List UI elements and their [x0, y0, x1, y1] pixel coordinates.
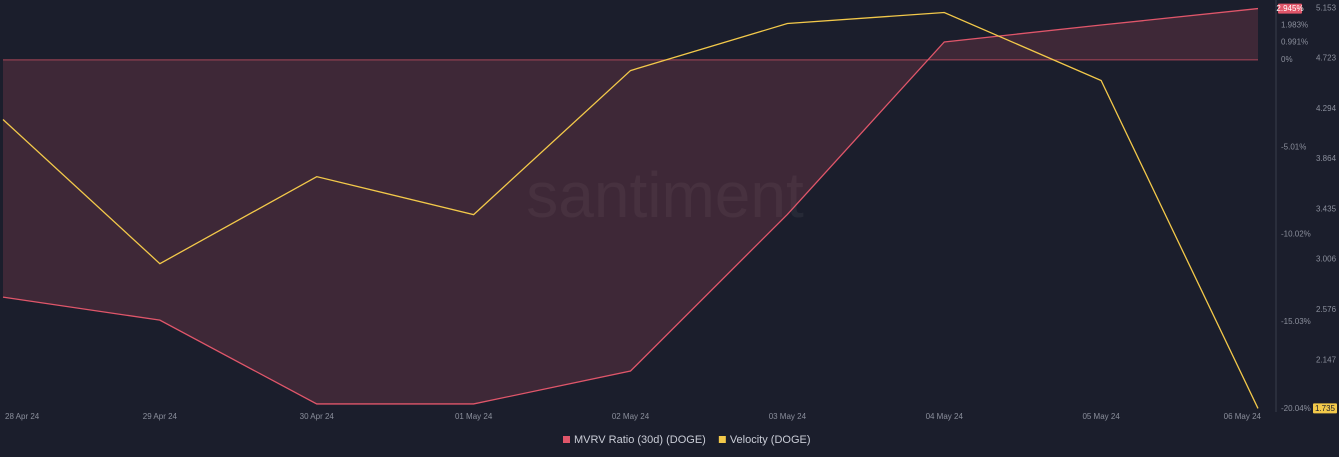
x-tick-label: 29 Apr 24 — [143, 412, 178, 421]
y2-tick-label: 4.294 — [1316, 104, 1337, 113]
y2-tick-label: 2.147 — [1316, 355, 1337, 364]
line — [2, 7, 1259, 405]
x-tick-label: 04 May 24 — [926, 412, 964, 421]
x-tick-label: 02 May 24 — [612, 412, 650, 421]
y2-tick-label: 2.576 — [1316, 305, 1337, 314]
legend-label: Velocity (DOGE) — [730, 434, 811, 446]
x-tick-label: 06 May 24 — [1224, 412, 1262, 421]
y-tick-label: 0% — [1281, 55, 1293, 64]
y-tick-label: -20.04% — [1281, 404, 1311, 413]
y-tick-label: 0.991% — [1281, 38, 1308, 47]
legend-label: MVRV Ratio (30d) (DOGE) — [574, 434, 706, 446]
area — [3, 8, 1258, 404]
watermark: santiment — [526, 159, 804, 231]
y-tick-label: -10.02% — [1281, 230, 1311, 239]
x-tick-label: 03 May 24 — [769, 412, 807, 421]
y2-tick-label: 5.153 — [1316, 3, 1337, 12]
legend: MVRV Ratio (30d) (DOGE) Velocity (DOGE) — [563, 434, 811, 446]
legend-swatch — [718, 436, 726, 443]
value-badge — [1313, 403, 1337, 414]
x-tick-label: 30 Apr 24 — [300, 412, 335, 421]
legend-swatch — [563, 436, 570, 443]
y-tick-label: -15.03% — [1281, 317, 1311, 326]
x-tick-label: 01 May 24 — [455, 412, 493, 421]
x-tick-label: 05 May 24 — [1082, 412, 1120, 421]
x-tick-label: 28 Apr 24 — [5, 412, 40, 421]
y2-tick-label: 3.006 — [1316, 255, 1337, 264]
y2-tick-label: 4.723 — [1316, 54, 1337, 63]
y-tick-label: -5.01% — [1281, 142, 1306, 151]
value-label: 2.945% — [1276, 4, 1303, 13]
y2-tick-label: 3.435 — [1316, 204, 1337, 213]
value-badge — [1278, 3, 1302, 14]
line — [2, 11, 1259, 409]
y-tick-label: 1.983% — [1281, 20, 1308, 29]
y2-tick-label: 3.864 — [1316, 154, 1337, 163]
value-label: 1.735 — [1315, 404, 1336, 413]
